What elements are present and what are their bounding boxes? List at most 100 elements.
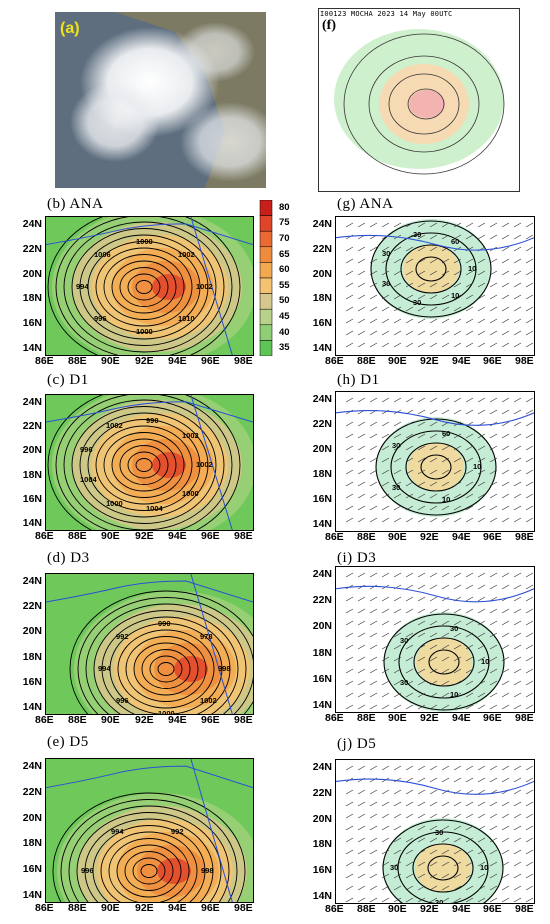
colorbar-segment: [259, 215, 273, 232]
lat-tick-label: 14N: [312, 890, 332, 902]
lat-tick-label: 20N: [312, 443, 332, 455]
lon-tick-label: 90E: [388, 903, 407, 915]
colorbar-segment: [259, 199, 273, 216]
panel-b-map: 1002 1010 1000 996 994 1006 1000 1002: [45, 216, 254, 356]
contour-label: 10: [442, 495, 451, 504]
contour-label: 10: [480, 863, 489, 872]
contour-label: 30: [392, 441, 401, 450]
lon-tick-label: 98E: [515, 531, 534, 543]
colorbar-tick-label: 45: [279, 311, 290, 322]
lon-tick-label: 88E: [357, 903, 376, 915]
lon-tick-label: 96E: [201, 355, 220, 367]
colorbar-segment: [259, 324, 273, 341]
lat-tick-label: 22N: [312, 594, 332, 606]
lat-tick-label: 14N: [22, 701, 42, 713]
lat-tick-label: 24N: [22, 396, 42, 408]
lon-tick-label: 86E: [325, 355, 344, 367]
lon-tick-label: 94E: [452, 531, 471, 543]
lat-tick-label: 18N: [312, 647, 332, 659]
lon-tick-label: 98E: [234, 714, 253, 726]
lon-tick-label: 86E: [35, 714, 54, 726]
panel-g-title: (g) ANA: [337, 196, 394, 212]
contour-label: 978: [200, 632, 213, 641]
lat-tick-label: 22N: [22, 420, 42, 432]
lon-tick-label: 98E: [515, 355, 534, 367]
lon-tick-label: 92E: [420, 903, 439, 915]
panel-f-map: [318, 8, 520, 192]
contour-label: 1002: [182, 431, 199, 440]
contour-label: 30: [435, 828, 444, 837]
contour-label: 30: [382, 279, 391, 288]
panel-j-map: 10 30 30 30: [335, 759, 535, 904]
colorbar: [258, 194, 276, 357]
contour-label: 30: [400, 678, 409, 687]
lat-tick-label: 16N: [312, 864, 332, 876]
lon-tick-label: 92E: [420, 355, 439, 367]
panel-i-title: (i) D3: [337, 550, 377, 566]
lon-tick-label: 90E: [101, 714, 120, 726]
colorbar-tick-label: 70: [279, 233, 290, 244]
lat-tick-label: 16N: [312, 493, 332, 505]
lat-tick-label: 24N: [22, 218, 42, 230]
contour-label: 1010: [178, 314, 195, 323]
lon-tick-label: 90E: [101, 902, 120, 914]
contour-label: 990: [158, 619, 171, 628]
contour-label: 30: [390, 863, 399, 872]
lon-tick-label: 86E: [325, 531, 344, 543]
lat-tick-label: 18N: [22, 292, 42, 304]
lon-tick-label: 94E: [452, 355, 471, 367]
lat-tick-label: 22N: [312, 787, 332, 799]
contour-label: 1000: [136, 327, 153, 336]
lat-tick-label: 18N: [312, 468, 332, 480]
lon-tick-label: 90E: [101, 355, 120, 367]
contour-label: 60: [451, 237, 460, 246]
contour-label: 1002: [196, 460, 213, 469]
lon-tick-label: 86E: [35, 355, 54, 367]
contour-label: 996: [80, 445, 93, 454]
lon-tick-label: 98E: [234, 530, 253, 542]
contour-label: 1000: [136, 237, 153, 246]
panel-f-header: I00123 MOCHA 2023 14 May 00UTC: [320, 10, 453, 18]
lat-tick-label: 14N: [312, 518, 332, 530]
lon-tick-label: 98E: [234, 355, 253, 367]
contour-label: 10: [473, 462, 482, 471]
contour-label: 994: [111, 827, 124, 836]
lon-tick-label: 88E: [68, 530, 87, 542]
lon-tick-label: 98E: [515, 712, 534, 724]
contour-label: 1002: [200, 696, 217, 705]
lat-tick-label: 16N: [312, 317, 332, 329]
lat-tick-label: 14N: [22, 342, 42, 354]
lon-tick-label: 92E: [420, 531, 439, 543]
lat-tick-label: 18N: [312, 838, 332, 850]
lon-tick-label: 92E: [420, 712, 439, 724]
contour-label: 996: [81, 866, 94, 875]
panel-d-map: 998 1002 1000 996 994 992 990 978: [45, 573, 254, 715]
contour-label: 996: [94, 314, 107, 323]
contour-label: 1002: [196, 282, 213, 291]
colorbar-segment: [259, 340, 273, 357]
contour-label: 992: [116, 632, 129, 641]
lat-tick-label: 22N: [22, 786, 42, 798]
lon-tick-label: 94E: [452, 903, 471, 915]
panel-a-label: (a): [60, 20, 80, 37]
contour-label: 30: [413, 298, 422, 307]
contour-label: 1000: [158, 709, 175, 715]
lat-tick-label: 22N: [22, 243, 42, 255]
contour-label: 30: [382, 249, 391, 258]
lon-tick-label: 90E: [388, 531, 407, 543]
panel-d-title: (d) D3: [47, 550, 90, 566]
colorbar-tick-label: 65: [279, 249, 290, 260]
contour-label: 998: [201, 866, 214, 875]
lat-tick-label: 24N: [312, 568, 332, 580]
colorbar-tick-label: 40: [279, 327, 290, 338]
lat-tick-label: 18N: [312, 292, 332, 304]
contour-label: 996: [116, 696, 129, 705]
contour-label: 1002: [106, 421, 123, 430]
lat-tick-label: 16N: [312, 673, 332, 685]
panel-i-map: 10 10 30 30 30: [335, 566, 535, 713]
contour-label: 1004: [146, 504, 163, 513]
lat-tick-label: 20N: [312, 813, 332, 825]
lon-tick-label: 86E: [325, 903, 344, 915]
lon-tick-label: 94E: [168, 902, 187, 914]
panel-c-map: 1002 1000 1004 1000 1004 996 1002 990 1002: [45, 394, 254, 531]
